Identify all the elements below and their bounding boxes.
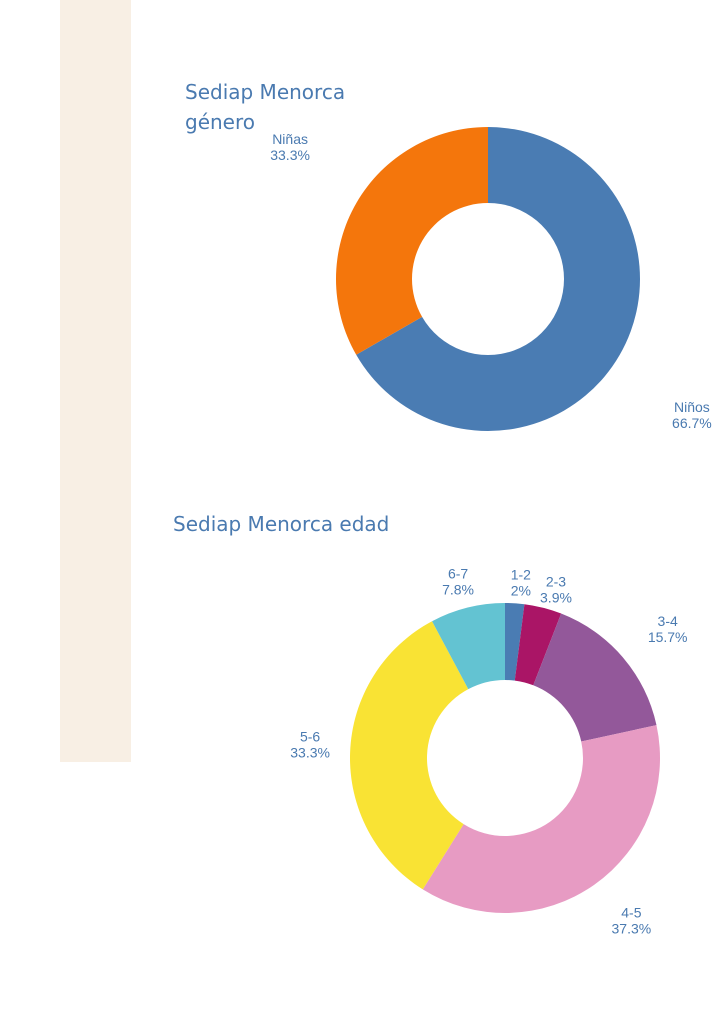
- decorative-side-bar: [60, 0, 131, 762]
- age-slice-label-1: 2-3 3.9%: [540, 573, 572, 605]
- age-chart-title: Sediap Menorca edad: [173, 512, 390, 536]
- age-slice-3: [422, 725, 660, 913]
- gender-chart-title-line1: Sediap Menorca: [185, 80, 346, 104]
- age-slice-label-5: 6-7 7.8%: [442, 565, 474, 597]
- age-slice-label-0: 1-2 2%: [511, 566, 531, 598]
- gender-slice-0: [356, 127, 640, 431]
- gender-slice-1: [336, 127, 488, 355]
- age-slice-2: [533, 613, 657, 742]
- age-slice-label-4: 5-6 33.3%: [290, 728, 330, 760]
- age-slice-label-2: 3-4 15.7%: [648, 613, 688, 645]
- age-slice-4: [350, 621, 469, 890]
- gender-chart-title-line2: género: [185, 110, 255, 134]
- age-slice-1: [514, 604, 562, 686]
- age-slice-5: [432, 603, 505, 690]
- gender-slice-label-1: Niñas 33.3%: [270, 131, 310, 163]
- age-slice-0: [505, 603, 525, 681]
- age-slice-label-3: 4-5 37.3%: [612, 904, 652, 936]
- gender-chart-title: Sediap Menorca género: [185, 77, 405, 137]
- gender-slice-label-0: Niños 66.7%: [672, 399, 712, 431]
